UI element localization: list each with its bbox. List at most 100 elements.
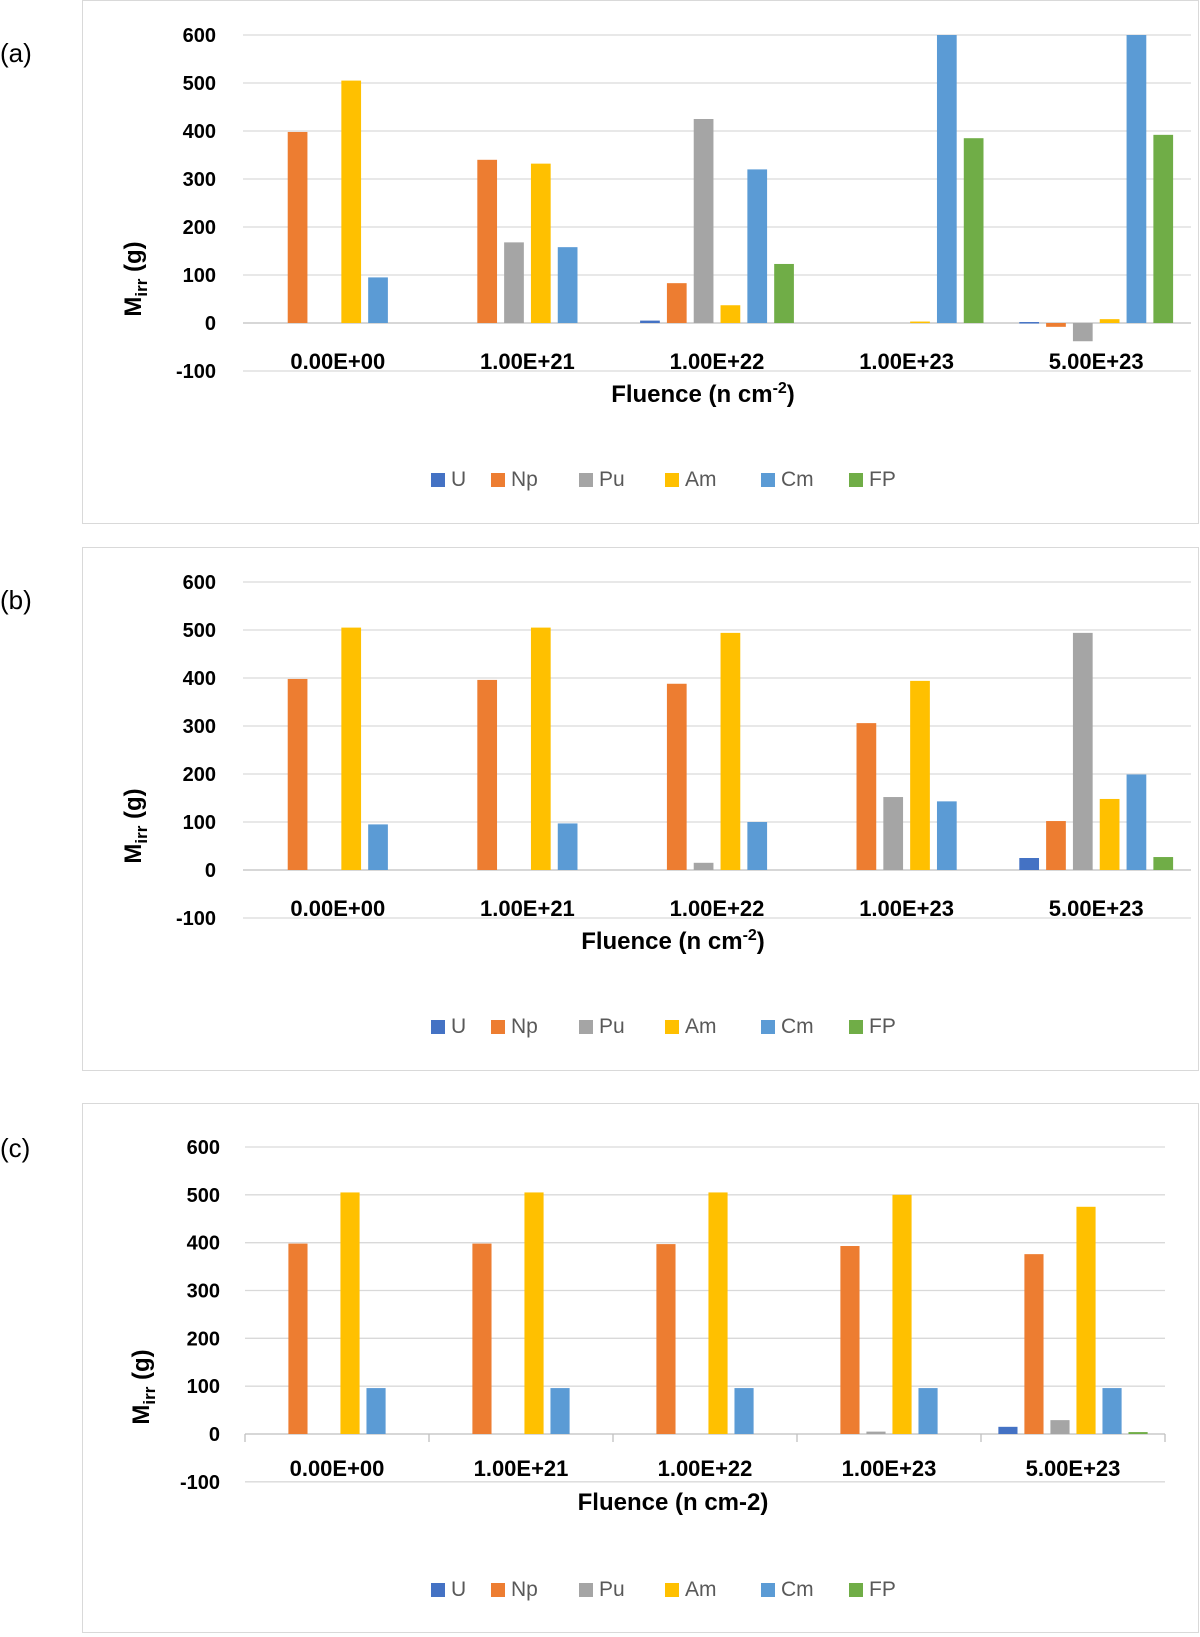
bar-chart-b: 600 500 400 300 200 100 0 -100 0.00E+00 1.00E+21 1… — [120, 572, 1191, 1038]
bar-np-0.00E+00 — [288, 1243, 308, 1434]
x-category-label: 5.00E+23 — [1049, 349, 1144, 374]
bar-np-1.00E+22 — [666, 283, 687, 323]
bar-pu-1.00E+21 — [504, 242, 524, 323]
legend-swatch-u — [431, 473, 445, 487]
bar-u-5.00E+23 — [1019, 322, 1040, 324]
bar-cm-1.00E+21 — [550, 1388, 570, 1434]
y-tick-label: 400 — [183, 668, 216, 690]
legend-label-am: Am — [685, 468, 717, 491]
bar-am-0.00E+00 — [340, 1192, 360, 1434]
bar-am-1.00E+22 — [708, 1192, 728, 1434]
bar-cm-0.00E+00 — [368, 277, 388, 323]
bar-np-1.00E+22 — [656, 1244, 676, 1434]
legend-label-u: U — [451, 1015, 466, 1038]
legend-label-np: Np — [511, 468, 538, 491]
y-tick-label: 0 — [205, 313, 216, 335]
x-category-label: 5.00E+23 — [1026, 1456, 1121, 1481]
bar-np-1.00E+23 — [840, 1246, 860, 1434]
bar-am-5.00E+23 — [1076, 1206, 1096, 1434]
legend-label-np: Np — [511, 1015, 538, 1038]
bar-cm-1.00E+23 — [936, 35, 957, 323]
y-tick-label: 200 — [187, 1328, 220, 1350]
bar-am-1.00E+22 — [720, 305, 741, 323]
y-axis-title: Mirr (g) — [128, 1349, 159, 1424]
x-category-label: 0.00E+00 — [290, 349, 385, 374]
y-tick-label: -100 — [176, 361, 216, 383]
chart-panel-c: 600 500 400 300 200 100 0 -100 0.00E+00 1.00E+21 1… — [82, 1103, 1199, 1633]
y-tick-label: 0 — [209, 1424, 220, 1446]
x-category-label: 1.00E+22 — [670, 349, 765, 374]
y-tick-label: 100 — [187, 1376, 220, 1398]
bar-am-1.00E+23 — [910, 680, 930, 870]
bar-cm-1.00E+22 — [747, 822, 768, 870]
legend-swatch-pu — [579, 473, 593, 487]
x-category-label: 5.00E+23 — [1049, 896, 1144, 921]
legend-swatch-np — [491, 1583, 505, 1597]
legend-label-cm: Cm — [781, 468, 814, 491]
bar-fp-5.00E+23 — [1128, 1432, 1148, 1434]
bar-am-0.00E+00 — [341, 627, 362, 870]
bar-am-5.00E+23 — [1099, 319, 1120, 323]
y-tick-label: 600 — [187, 1137, 220, 1159]
bar-u-5.00E+23 — [1019, 858, 1040, 870]
x-axis-title: Fluence (n cm-2) — [611, 380, 795, 408]
legend-label-am: Am — [685, 1578, 717, 1601]
y-tick-label: 300 — [183, 169, 216, 191]
bar-fp-1.00E+22 — [774, 263, 794, 323]
y-axis-title: Mirr (g) — [120, 241, 151, 316]
bar-am-1.00E+23 — [910, 321, 930, 324]
chart-panel-b: 600 500 400 300 200 100 0 -100 0.00E+00 1.00E+21 1… — [82, 547, 1199, 1071]
legend-swatch-u — [431, 1020, 445, 1034]
y-tick-label: 300 — [183, 716, 216, 738]
y-tick-label: 500 — [187, 1185, 220, 1207]
y-tick-label: -100 — [180, 1472, 220, 1494]
bar-cm-1.00E+23 — [918, 1388, 938, 1434]
bar-am-1.00E+21 — [530, 163, 551, 323]
bar-am-1.00E+22 — [720, 632, 741, 870]
bar-np-1.00E+21 — [477, 159, 498, 323]
bar-cm-5.00E+23 — [1102, 1388, 1122, 1434]
bar-cm-5.00E+23 — [1126, 774, 1147, 870]
bar-fp-5.00E+23 — [1153, 134, 1174, 323]
y-tick-label: 300 — [187, 1281, 220, 1303]
legend-label-u: U — [451, 1578, 466, 1601]
x-category-label: 0.00E+00 — [290, 896, 385, 921]
bar-cm-1.00E+22 — [734, 1388, 754, 1434]
legend-swatch-cm — [761, 473, 775, 487]
y-tick-label: 100 — [183, 812, 216, 834]
y-tick-label: -100 — [176, 908, 216, 930]
chart-panel-a: 600 500 400 300 200 100 0 -100 0.00E+00 1.00E+21 1… — [82, 0, 1199, 524]
bar-np-5.00E+23 — [1046, 821, 1066, 870]
legend-label-cm: Cm — [781, 1578, 814, 1601]
bar-u-5.00E+23 — [998, 1426, 1018, 1434]
y-tick-label: 0 — [205, 860, 216, 882]
legend-swatch-am — [665, 1583, 679, 1597]
legend-swatch-u — [431, 1583, 445, 1597]
bar-np-0.00E+00 — [287, 131, 308, 323]
x-axis-title: Fluence (n cm-2) — [578, 1489, 769, 1516]
legend-label-pu: Pu — [599, 1015, 625, 1038]
legend-swatch-pu — [579, 1020, 593, 1034]
y-tick-label: 600 — [183, 25, 216, 47]
legend-label-u: U — [451, 468, 466, 491]
bar-cm-0.00E+00 — [368, 824, 388, 870]
bar-pu-5.00E+23 — [1050, 1420, 1070, 1434]
legend-label-fp: FP — [869, 468, 896, 491]
legend-label-pu: Pu — [599, 468, 625, 491]
bar-np-5.00E+23 — [1046, 323, 1066, 327]
y-tick-label: 500 — [183, 73, 216, 95]
legend-label-np: Np — [511, 1578, 538, 1601]
bar-np-1.00E+22 — [666, 683, 687, 870]
bar-np-0.00E+00 — [287, 678, 308, 870]
bar-pu-1.00E+22 — [693, 119, 714, 323]
y-tick-label: 200 — [183, 217, 216, 239]
panel-label-c: (c) — [0, 1133, 31, 1163]
x-category-label: 1.00E+21 — [474, 1456, 569, 1481]
legend-swatch-cm — [761, 1020, 775, 1034]
legend-swatch-fp — [849, 473, 863, 487]
x-category-label: 1.00E+23 — [842, 1456, 937, 1481]
bar-pu-1.00E+22 — [693, 862, 714, 870]
bar-am-0.00E+00 — [341, 80, 362, 323]
y-tick-label: 500 — [183, 620, 216, 642]
x-category-label: 1.00E+23 — [859, 896, 954, 921]
